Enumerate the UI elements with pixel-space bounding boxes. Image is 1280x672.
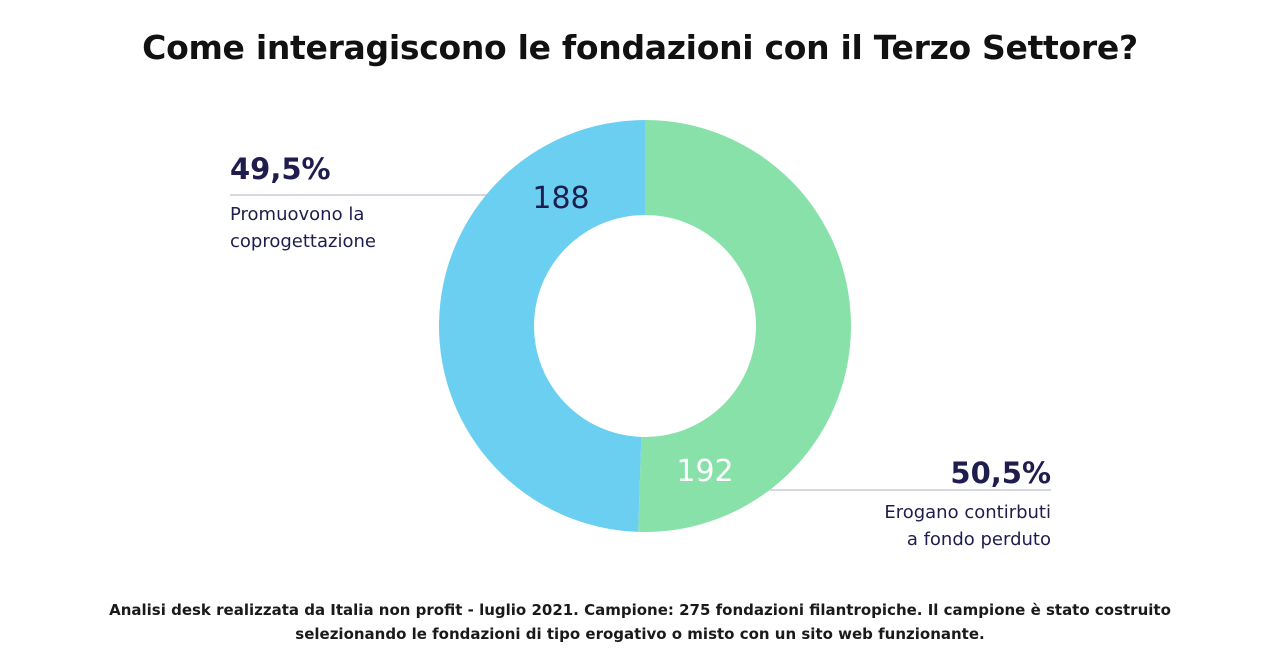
legend-label-line: coprogettazione [230,231,376,252]
legend-label-coprogettazione: Promuovono la coprogettazione [230,201,490,255]
donut-slice-1 [439,120,645,532]
slice-value-label-1: 188 [532,181,589,216]
slice-value-label-2: 192 [676,454,733,489]
footnote-line-2: selezionando le fondazioni di tipo eroga… [295,625,985,643]
legend-label-fondo-perduto: Erogano contirbuti a fondo perduto [791,499,1051,553]
donut-slice-2 [638,120,852,533]
legend-label-line: Promuovono la [230,204,365,225]
legend-label-line: a fondo perduto [906,529,1051,550]
legend-percent-fondo-perduto: 50,5% [950,456,1051,490]
footnote: Analisi desk realizzata da Italia non pr… [100,598,1180,646]
legend-percent-coprogettazione: 49,5% [230,152,331,186]
chart-title: Come interagiscono le fondazioni con il … [142,28,1138,67]
legend-label-line: Erogano contirbuti [884,502,1051,523]
footnote-line-1: Analisi desk realizzata da Italia non pr… [109,601,1171,619]
